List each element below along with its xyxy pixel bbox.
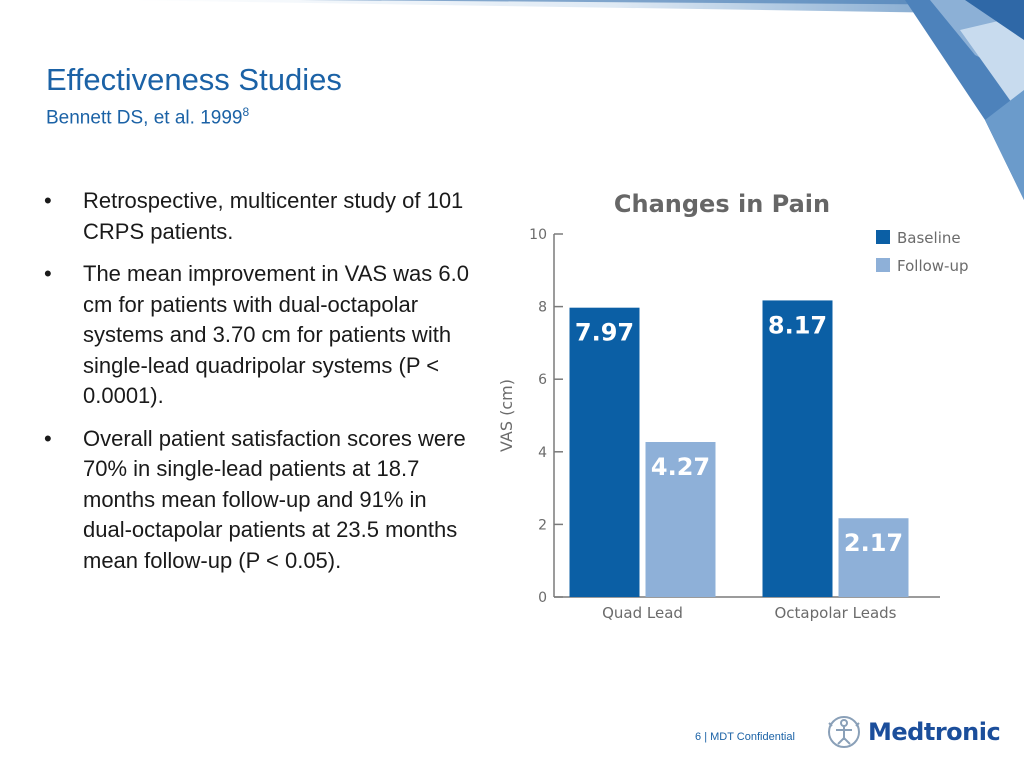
page-number: 6 <box>695 731 702 743</box>
bar-quad-lead-baseline <box>569 307 640 597</box>
bullet-marker: • <box>44 425 52 451</box>
legend-label: Baseline <box>897 229 961 247</box>
y-tick-label: 8 <box>538 300 547 316</box>
bullet-item: • The mean improvement in VAS was 6.0 cm … <box>40 259 480 412</box>
medtronic-logo: Medtronic <box>826 714 1001 750</box>
y-tick-label: 6 <box>538 372 547 388</box>
y-axis-label: VAS (cm) <box>497 379 516 452</box>
bullet-text: The mean improvement in VAS was 6.0 cm f… <box>83 261 469 408</box>
x-category-label: Quad Lead <box>602 604 683 622</box>
bullet-marker: • <box>44 261 52 286</box>
chart-title: Changes in Pain <box>614 190 830 218</box>
citation-text: Bennett DS, et al. 1999 <box>46 107 243 129</box>
bullet-marker: • <box>44 188 52 213</box>
x-category-label: Octapolar Leads <box>775 604 897 622</box>
logo-wordmark: Medtronic <box>868 718 1001 746</box>
bar-value-label: 4.27 <box>651 453 710 481</box>
slide-subtitle: Bennett DS, et al. 19998 <box>46 105 249 129</box>
bar-value-label: 8.17 <box>768 311 827 339</box>
legend-swatch <box>876 258 890 272</box>
bullet-item: • Retrospective, multicenter study of 101… <box>40 186 480 247</box>
y-tick-label: 4 <box>538 445 547 461</box>
medtronic-emblem-icon <box>828 716 860 748</box>
legend-label: Follow-up <box>897 257 969 275</box>
bar-octapolar-leads-baseline <box>762 300 833 597</box>
footer-separator: | <box>704 731 708 743</box>
bar-value-label: 2.17 <box>844 529 903 557</box>
bullet-list: • Retrospective, multicenter study of 101… <box>40 186 480 588</box>
bullet-item: • Overall patient satisfaction scores wer… <box>40 424 480 577</box>
bar-quad-lead-follow-up <box>645 441 716 597</box>
bar-octapolar-leads-follow-up <box>838 518 909 597</box>
bullet-text: Overall patient satisfaction scores were… <box>83 425 466 573</box>
confidential-label: MDT Confidential <box>710 731 795 743</box>
slide-title: Effectiveness Studies <box>46 62 342 97</box>
pain-bar-chart: Changes in Pain 0 2 4 6 8 10 VAS (cm) 7.97 4.27 Qu… <box>497 190 969 622</box>
y-tick-label: 2 <box>538 517 547 533</box>
footer: 6 | MDT Confidential <box>695 731 795 743</box>
y-tick-label: 0 <box>538 590 547 606</box>
citation-reference: 8 <box>242 105 250 119</box>
bullet-text: Retrospective, multicenter study of 101 … <box>83 188 464 244</box>
bar-value-label: 7.97 <box>575 319 634 347</box>
y-tick-label: 10 <box>529 227 547 243</box>
legend-swatch <box>876 230 890 244</box>
